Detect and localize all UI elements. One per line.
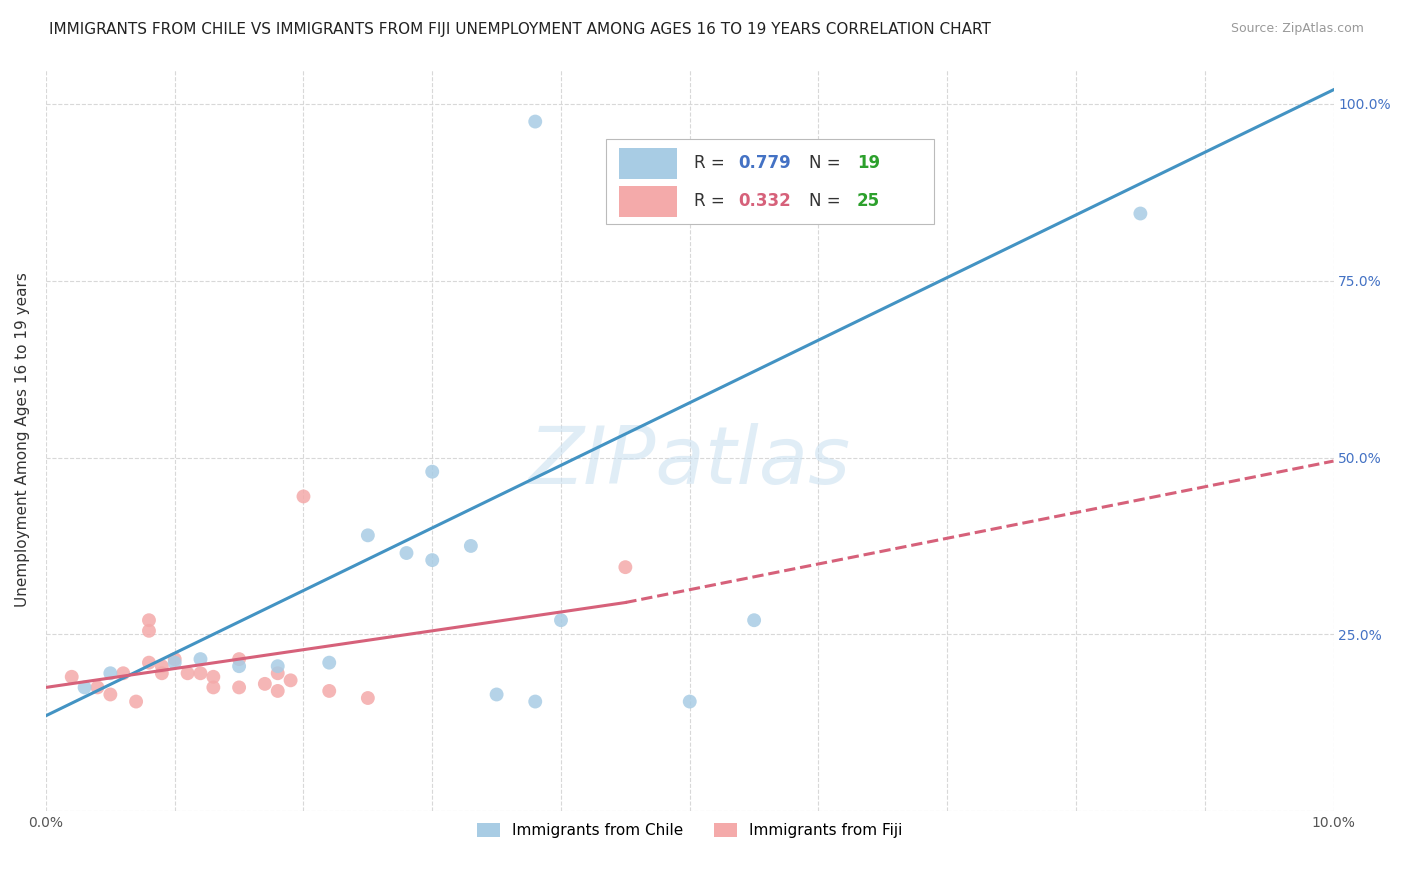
Point	[395, 546, 418, 560]
Text: Source: ZipAtlas.com: Source: ZipAtlas.com	[1230, 22, 1364, 36]
Point	[280, 673, 302, 688]
Point	[138, 613, 160, 627]
Point	[202, 670, 225, 684]
Point	[357, 528, 380, 542]
Text: 25: 25	[858, 192, 880, 210]
Text: R =: R =	[693, 154, 730, 172]
Point	[267, 659, 290, 673]
Point	[318, 656, 340, 670]
Point	[524, 114, 547, 128]
Point	[60, 670, 83, 684]
Point	[228, 659, 250, 673]
Point	[176, 666, 198, 681]
Text: 0.332: 0.332	[738, 192, 792, 210]
Point	[228, 681, 250, 695]
Point	[420, 465, 443, 479]
Point	[112, 666, 135, 681]
Point	[190, 652, 212, 666]
Point	[524, 694, 547, 708]
Point	[190, 666, 212, 681]
Legend: Immigrants from Chile, Immigrants from Fiji: Immigrants from Chile, Immigrants from F…	[471, 817, 908, 845]
Point	[318, 684, 340, 698]
Text: N =: N =	[810, 192, 846, 210]
Text: 0.779: 0.779	[738, 154, 792, 172]
Point	[292, 490, 315, 504]
Point	[420, 553, 443, 567]
Point	[614, 560, 637, 574]
FancyBboxPatch shape	[619, 148, 676, 179]
Text: IMMIGRANTS FROM CHILE VS IMMIGRANTS FROM FIJI UNEMPLOYMENT AMONG AGES 16 TO 19 Y: IMMIGRANTS FROM CHILE VS IMMIGRANTS FROM…	[49, 22, 991, 37]
Point	[267, 666, 290, 681]
Point	[86, 681, 108, 695]
Point	[138, 624, 160, 638]
Text: 19: 19	[858, 154, 880, 172]
Point	[357, 691, 380, 706]
Point	[150, 659, 173, 673]
FancyBboxPatch shape	[606, 139, 935, 225]
Y-axis label: Unemployment Among Ages 16 to 19 years: Unemployment Among Ages 16 to 19 years	[15, 272, 30, 607]
Point	[163, 656, 186, 670]
Point	[138, 656, 160, 670]
Text: R =: R =	[693, 192, 730, 210]
Point	[679, 694, 702, 708]
Point	[98, 688, 121, 702]
Text: N =: N =	[810, 154, 846, 172]
Point	[202, 681, 225, 695]
Point	[73, 681, 96, 695]
FancyBboxPatch shape	[619, 186, 676, 217]
Point	[1129, 206, 1152, 220]
Point	[163, 652, 186, 666]
Point	[485, 688, 508, 702]
Point	[550, 613, 572, 627]
Point	[253, 677, 276, 691]
Text: ZIPatlas: ZIPatlas	[529, 423, 851, 501]
Point	[228, 652, 250, 666]
Point	[267, 684, 290, 698]
Point	[742, 613, 765, 627]
Point	[460, 539, 482, 553]
Point	[98, 666, 121, 681]
Point	[125, 694, 148, 708]
Point	[150, 666, 173, 681]
